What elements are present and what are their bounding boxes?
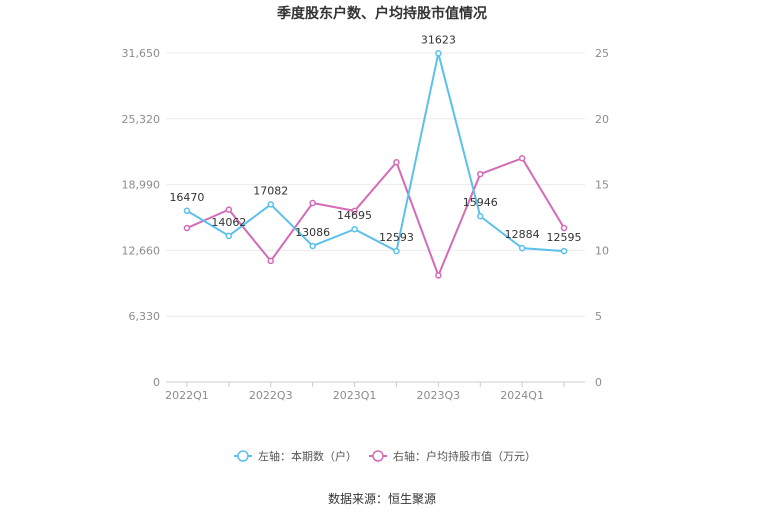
legend: 左轴：本期数（户） 右轴：户均持股市值（万元） bbox=[234, 449, 536, 463]
data-point bbox=[225, 232, 233, 240]
left-tick-label: 25,320 bbox=[122, 113, 161, 126]
legend-item: 右轴：户均持股市值（万元） bbox=[369, 449, 536, 463]
x-tick-label: 2024Q1 bbox=[500, 389, 544, 402]
data-point bbox=[560, 247, 568, 255]
left-axis: 0 6,330 12,660 18,990 25,320 31,650 bbox=[122, 47, 161, 389]
grid bbox=[166, 52, 585, 383]
data-point bbox=[560, 224, 568, 232]
data-label: 14695 bbox=[337, 209, 372, 222]
data-label: 31623 bbox=[421, 33, 456, 46]
right-tick-label: 15 bbox=[595, 179, 609, 192]
data-point bbox=[309, 242, 316, 250]
left-tick-label: 0 bbox=[153, 376, 160, 389]
data-point bbox=[351, 225, 358, 233]
data-point bbox=[267, 201, 274, 208]
right-axis: 0 5 10 15 20 25 bbox=[595, 47, 609, 389]
legend-label: 左轴：本期数（户） bbox=[258, 449, 357, 463]
x-tick-label: 2023Q1 bbox=[333, 389, 377, 402]
chart-title: 季度股东户数、户均持股市值情况 bbox=[276, 5, 487, 22]
data-label: 12593 bbox=[379, 231, 414, 244]
right-tick-label: 25 bbox=[595, 47, 609, 60]
legend-swatch-marker bbox=[237, 450, 249, 462]
series-left: 16470 14062 17082 13086 14695 12593 31623 15946… bbox=[169, 33, 582, 255]
data-point bbox=[393, 247, 400, 255]
data-label: 12884 bbox=[505, 228, 540, 241]
data-point bbox=[183, 224, 191, 232]
x-tick-label: 2022Q1 bbox=[165, 389, 209, 402]
data-label: 13086 bbox=[295, 226, 330, 239]
left-tick-label: 31,650 bbox=[122, 47, 161, 60]
data-point bbox=[435, 272, 442, 279]
right-tick-label: 0 bbox=[595, 376, 602, 389]
data-point bbox=[477, 170, 484, 178]
data-label: 15946 bbox=[463, 196, 498, 209]
series-line bbox=[186, 52, 565, 253]
data-point bbox=[225, 206, 233, 213]
legend-item: 左轴：本期数（户） bbox=[234, 449, 357, 463]
left-tick-label: 18,990 bbox=[122, 179, 161, 192]
x-tick-label: 2023Q3 bbox=[417, 389, 461, 402]
right-tick-label: 20 bbox=[595, 113, 609, 126]
legend-swatch-marker bbox=[372, 450, 384, 462]
data-point bbox=[393, 158, 400, 166]
data-point bbox=[518, 155, 526, 162]
x-tick-label: 2022Q3 bbox=[249, 389, 293, 402]
series-layer: 16470 14062 17082 13086 14695 12593 31623 15946… bbox=[169, 33, 582, 279]
source-text: 数据来源：恒生聚源 bbox=[328, 491, 436, 506]
data-point bbox=[518, 244, 526, 252]
data-point bbox=[183, 207, 191, 215]
right-tick-label: 5 bbox=[595, 310, 602, 323]
data-label: 17082 bbox=[253, 184, 288, 197]
data-point bbox=[477, 212, 484, 220]
data-label: 12595 bbox=[547, 231, 582, 244]
data-point bbox=[435, 50, 442, 57]
data-label: 16470 bbox=[169, 191, 204, 204]
data-point bbox=[267, 257, 274, 265]
data-label: 14062 bbox=[211, 216, 246, 229]
left-tick-label: 6,330 bbox=[129, 310, 161, 323]
left-tick-label: 12,660 bbox=[122, 244, 161, 257]
series-right bbox=[183, 155, 568, 279]
data-point bbox=[309, 199, 316, 207]
series-line bbox=[186, 157, 565, 277]
data-point bbox=[351, 207, 358, 215]
legend-label: 右轴：户均持股市值（万元） bbox=[393, 449, 536, 463]
x-axis: 2022Q1 2022Q3 2023Q1 2023Q3 2024Q1 bbox=[165, 382, 565, 402]
right-tick-label: 10 bbox=[595, 244, 609, 257]
